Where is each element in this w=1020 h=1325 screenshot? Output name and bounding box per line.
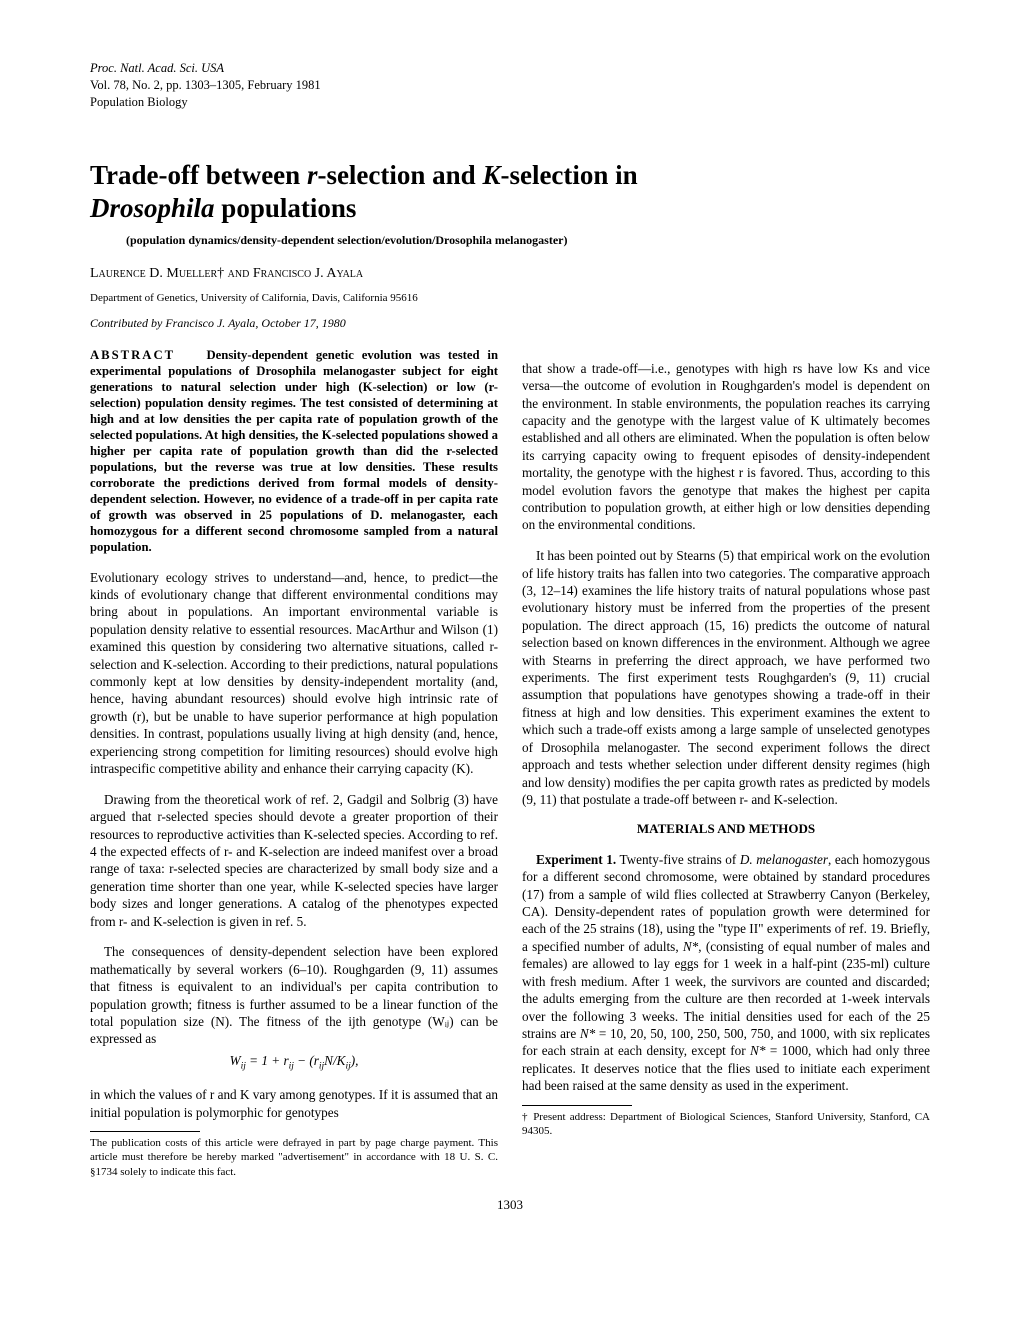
paragraph: It has been pointed out by Stearns (5) t…	[522, 547, 930, 808]
left-column: ABSTRACT Density-dependent genetic evolu…	[90, 347, 498, 1179]
equation: Wij = 1 + rij − (rijN/Kij),	[90, 1052, 498, 1073]
footnote-rule	[90, 1131, 200, 1132]
footnote-rule	[522, 1105, 632, 1106]
body-columns: ABSTRACT Density-dependent genetic evolu…	[90, 347, 930, 1179]
contributed-by: Contributed by Francisco J. Ayala, Octob…	[90, 316, 930, 331]
paragraph: Experiment 1. Twenty-five strains of D. …	[522, 851, 930, 1095]
keywords: (population dynamics/density-dependent s…	[126, 233, 930, 248]
paragraph: The consequences of density-dependent se…	[90, 943, 498, 1048]
journal-vol: Vol. 78, No. 2, pp. 1303–1305, February …	[90, 77, 930, 94]
abstract: ABSTRACT Density-dependent genetic evolu…	[90, 347, 498, 555]
journal-info: Proc. Natl. Acad. Sci. USA Vol. 78, No. …	[90, 60, 930, 111]
page-number: 1303	[90, 1197, 930, 1213]
exp1-text: Twenty-five strains of D. melanogaster, …	[522, 852, 930, 1093]
affiliation: Department of Genetics, University of Ca…	[90, 292, 930, 304]
journal-section: Population Biology	[90, 94, 930, 111]
authors: Laurence D. Mueller† and Francisco J. Ay…	[90, 266, 930, 282]
paragraph: that show a trade-off—i.e., genotypes wi…	[522, 360, 930, 534]
right-column: that show a trade-off—i.e., genotypes wi…	[522, 347, 930, 1179]
paragraph: Evolutionary ecology strives to understa…	[90, 569, 498, 778]
footnote-right: † Present address: Department of Biologi…	[522, 1110, 930, 1139]
abstract-label: ABSTRACT	[90, 348, 175, 362]
journal-name: Proc. Natl. Acad. Sci. USA	[90, 60, 930, 77]
paragraph: in which the values of r and K vary amon…	[90, 1086, 498, 1121]
footnote-left: The publication costs of this article we…	[90, 1136, 498, 1179]
paragraph: Drawing from the theoretical work of ref…	[90, 791, 498, 930]
article-title: Trade-off between r-selection and K-sele…	[90, 159, 930, 225]
section-heading: MATERIALS AND METHODS	[522, 820, 930, 837]
abstract-text: Density-dependent genetic evolution was …	[90, 348, 498, 554]
